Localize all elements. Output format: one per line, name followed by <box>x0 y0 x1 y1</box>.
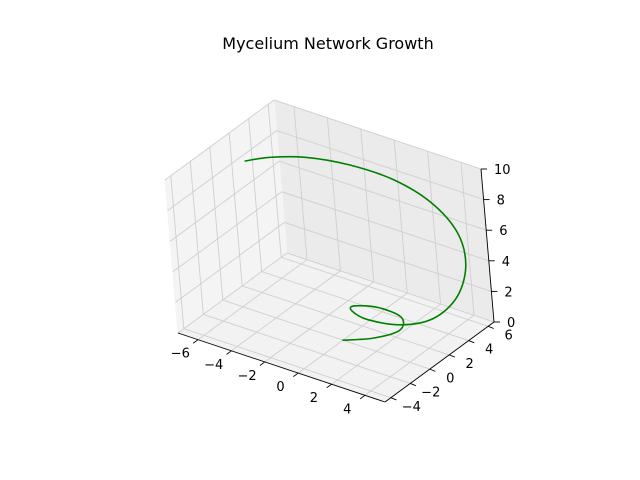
z-tick-label: 2 <box>504 285 512 300</box>
z-tick-label: 8 <box>497 194 505 209</box>
z-axis-line <box>480 168 495 323</box>
y-tick-mark <box>449 354 455 358</box>
x-tick-label: 2 <box>310 391 318 406</box>
series-line-0 <box>244 155 467 341</box>
y-tick-mark <box>487 325 494 329</box>
x-tick-mark <box>259 361 266 366</box>
y-tick-label: 4 <box>485 343 493 358</box>
series-layer <box>244 155 467 341</box>
x-tick-label: −6 <box>171 347 190 362</box>
y-axis-line <box>384 321 495 403</box>
z-tick-label: 4 <box>502 255 510 270</box>
x-tick-label: 4 <box>343 402 351 417</box>
x-tick-mark <box>192 339 199 344</box>
z-tick-label: 0 <box>507 316 515 331</box>
x-tick-label: 0 <box>276 380 284 395</box>
y-tick-label: −4 <box>402 400 421 415</box>
axis-lines <box>177 168 495 403</box>
grid-lines <box>164 99 495 399</box>
x-axis-line <box>177 332 386 403</box>
chart-title: Mycelium Network Growth <box>222 34 433 53</box>
z-tick-label: 10 <box>494 163 511 178</box>
grid-line-z <box>164 99 482 181</box>
grid-line-z <box>167 130 484 211</box>
y-tick-mark <box>468 340 475 344</box>
grid-line-z <box>177 252 495 334</box>
z-tick-label: 6 <box>499 224 507 239</box>
grid-line-z <box>172 191 489 273</box>
x-tick-mark <box>226 350 232 355</box>
y-tick-label: 0 <box>446 371 454 386</box>
y-tick-mark <box>429 368 436 372</box>
y-tick-label: 2 <box>466 357 474 372</box>
y-tick-mark <box>410 383 417 387</box>
x-tick-mark <box>293 372 299 377</box>
y-tick-label: −2 <box>421 386 440 401</box>
x-tick-label: −4 <box>204 358 223 373</box>
x-tick-mark <box>326 383 332 389</box>
x-tick-mark <box>359 394 366 400</box>
y-tick-label: 6 <box>504 328 512 343</box>
grid-line-z <box>175 221 492 303</box>
grid-line-z <box>169 160 487 242</box>
x-tick-label: −2 <box>237 369 256 384</box>
y-tick-mark <box>390 397 397 401</box>
